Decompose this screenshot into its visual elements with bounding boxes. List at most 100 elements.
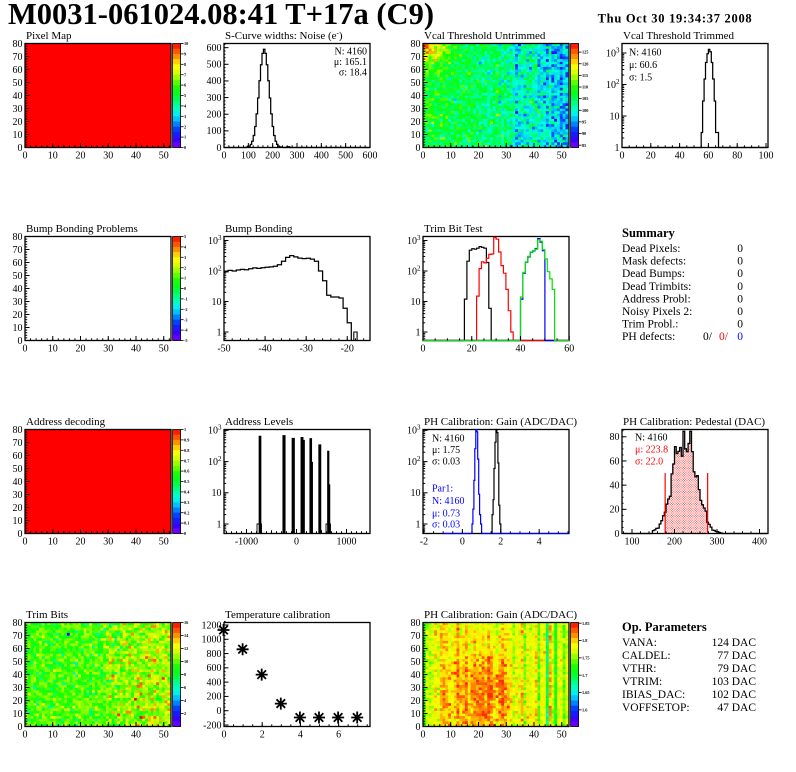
svg-text:103 DAC: 103 DAC <box>712 676 757 688</box>
svg-text:20: 20 <box>474 729 484 740</box>
svg-text:1.6: 1.6 <box>582 707 588 712</box>
svg-text:1.85: 1.85 <box>582 621 590 626</box>
svg-text:120: 120 <box>582 61 588 66</box>
svg-text:80: 80 <box>13 618 23 629</box>
svg-text:50: 50 <box>159 150 169 161</box>
svg-text:10: 10 <box>13 516 23 527</box>
svg-text:10: 10 <box>184 41 188 46</box>
svg-text:100: 100 <box>241 150 256 161</box>
svg-text:0: 0 <box>222 150 227 161</box>
svg-text:10: 10 <box>48 150 58 161</box>
svg-text:10: 10 <box>446 150 456 161</box>
svg-text:Trim Probl.:: Trim Probl.: <box>622 319 678 331</box>
svg-text:M0031-061024.08:41 T+17a (C9): M0031-061024.08:41 T+17a (C9) <box>8 0 434 31</box>
svg-text:30: 30 <box>501 729 511 740</box>
svg-text:30: 30 <box>13 104 23 115</box>
svg-text:5: 5 <box>184 93 186 98</box>
svg-text:2: 2 <box>184 124 186 129</box>
svg-text:200: 200 <box>265 150 280 161</box>
svg-text:σ: 0.03: σ: 0.03 <box>432 457 460 468</box>
svg-text:600: 600 <box>207 663 222 674</box>
svg-text:2: 2 <box>184 711 186 716</box>
svg-text:-4: -4 <box>184 328 188 333</box>
svg-text:1: 1 <box>416 519 421 530</box>
svg-text:40: 40 <box>13 670 23 681</box>
svg-text:40: 40 <box>610 480 620 491</box>
svg-text:200: 200 <box>207 110 222 121</box>
svg-text:0.1: 0.1 <box>184 521 189 526</box>
svg-text:8: 8 <box>184 672 186 677</box>
svg-text:40: 40 <box>13 91 23 102</box>
svg-text:30: 30 <box>13 490 23 501</box>
svg-text:60: 60 <box>564 343 574 354</box>
svg-text:Dead Trimbits:: Dead Trimbits: <box>622 281 691 293</box>
svg-text:4: 4 <box>537 536 542 547</box>
svg-text:20: 20 <box>76 343 86 354</box>
svg-text:N: 4160: N: 4160 <box>432 434 465 445</box>
svg-text:40: 40 <box>131 150 141 161</box>
svg-text:-200: -200 <box>203 720 221 731</box>
svg-text:4: 4 <box>184 104 187 109</box>
svg-text:70: 70 <box>411 631 421 642</box>
svg-text:20: 20 <box>76 150 86 161</box>
svg-text:Par1:: Par1: <box>432 484 453 495</box>
svg-text:102 DAC: 102 DAC <box>712 689 757 701</box>
svg-text:80: 80 <box>13 232 23 243</box>
svg-text:1.8: 1.8 <box>582 638 587 643</box>
svg-text:30: 30 <box>103 536 113 547</box>
svg-text:85: 85 <box>582 143 586 148</box>
svg-text:80: 80 <box>610 432 620 443</box>
svg-text:-2: -2 <box>420 536 428 547</box>
svg-text:50: 50 <box>557 150 567 161</box>
svg-text:1.65: 1.65 <box>582 690 590 695</box>
svg-text:Address decoding: Address decoding <box>26 416 106 428</box>
svg-text:30: 30 <box>501 150 511 161</box>
svg-text:300: 300 <box>709 536 724 547</box>
svg-text:40: 40 <box>529 150 539 161</box>
svg-text:20: 20 <box>411 117 421 128</box>
svg-text:0: 0 <box>18 143 23 154</box>
svg-text:10: 10 <box>184 659 188 664</box>
svg-text:Mask defects:: Mask defects: <box>622 256 686 268</box>
svg-text:PH defects:: PH defects: <box>622 331 675 343</box>
svg-text:30: 30 <box>13 297 23 308</box>
svg-text:14: 14 <box>184 633 189 638</box>
svg-text:47 DAC: 47 DAC <box>717 702 756 714</box>
svg-text:30: 30 <box>103 343 113 354</box>
svg-text:0: 0 <box>184 531 186 536</box>
svg-text:σ: 22.0: σ: 22.0 <box>635 457 663 468</box>
svg-text:IBIAS_DAC:: IBIAS_DAC: <box>622 689 685 701</box>
svg-text:0.8: 0.8 <box>184 448 189 453</box>
svg-text:400: 400 <box>314 150 329 161</box>
svg-text:20: 20 <box>13 503 23 514</box>
svg-text:40: 40 <box>131 536 141 547</box>
svg-text:VTHR:: VTHR: <box>622 663 657 675</box>
svg-text:Op. Parameters: Op. Parameters <box>622 620 707 634</box>
svg-text:0: 0 <box>416 722 421 733</box>
svg-text:VTRIM:: VTRIM: <box>622 676 662 688</box>
svg-text:0.6: 0.6 <box>184 469 190 474</box>
svg-text:50: 50 <box>411 78 421 89</box>
svg-text:1: 1 <box>217 519 222 530</box>
svg-text:10: 10 <box>411 130 421 141</box>
svg-text:1.75: 1.75 <box>582 655 590 660</box>
svg-text:400: 400 <box>207 677 222 688</box>
svg-text:-50: -50 <box>217 343 230 354</box>
svg-text:VOFFSETOP:: VOFFSETOP: <box>622 702 690 714</box>
svg-text:σ: 1.5: σ: 1.5 <box>629 73 652 84</box>
svg-text:80: 80 <box>411 618 421 629</box>
svg-text:60: 60 <box>13 644 23 655</box>
svg-text:800: 800 <box>207 649 222 660</box>
svg-text:0: 0 <box>23 536 28 547</box>
svg-text:0: 0 <box>737 243 743 255</box>
svg-text:1000: 1000 <box>202 635 222 646</box>
svg-text:40: 40 <box>13 477 23 488</box>
svg-text:0: 0 <box>620 150 625 161</box>
svg-text:100: 100 <box>582 108 588 113</box>
svg-text:40: 40 <box>411 670 421 681</box>
svg-text:2: 2 <box>498 536 503 547</box>
svg-text:Bump Bonding Problems: Bump Bonding Problems <box>26 223 138 235</box>
svg-text:80: 80 <box>13 425 23 436</box>
svg-text:8: 8 <box>184 62 186 67</box>
svg-text:10: 10 <box>13 709 23 720</box>
